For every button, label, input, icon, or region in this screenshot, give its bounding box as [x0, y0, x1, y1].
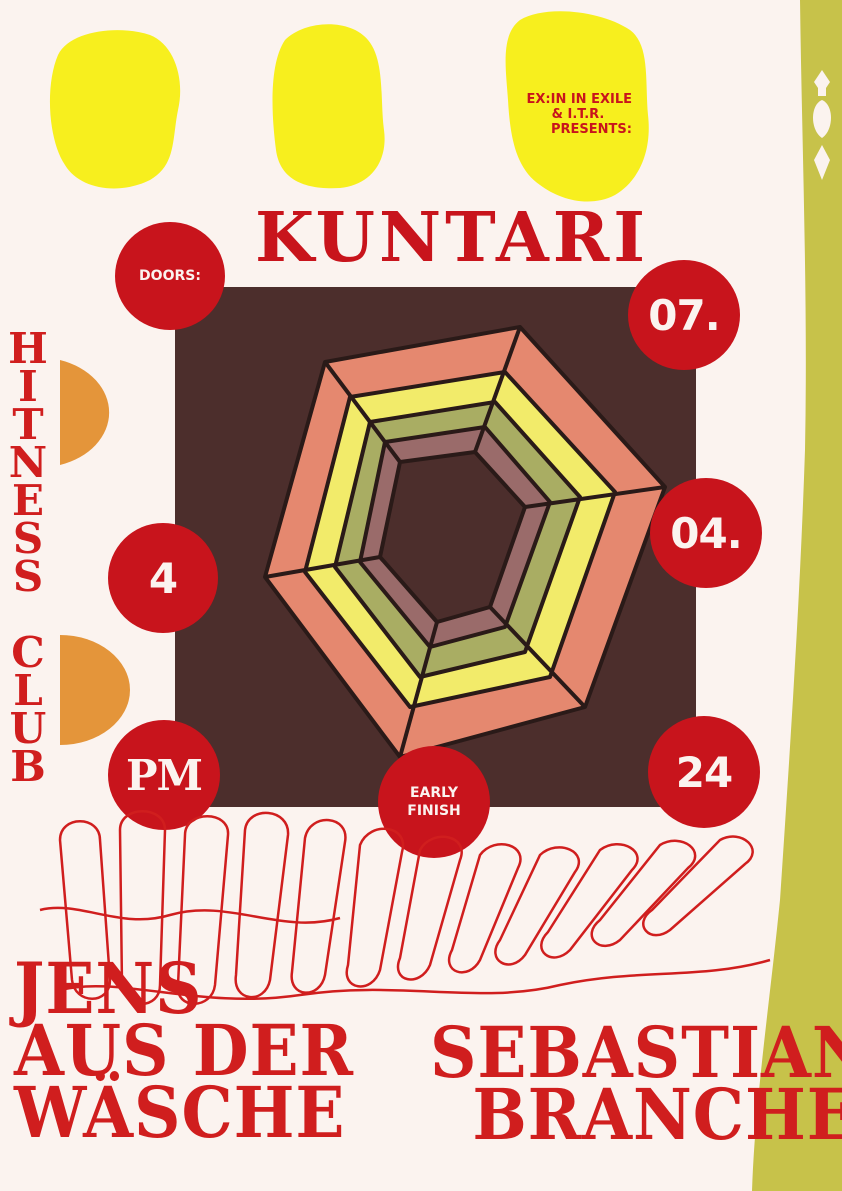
artist-left-line-1: JENS [14, 947, 203, 1030]
artist-right-line-1: SEBASTIAN [430, 1011, 842, 1094]
yellow-blob-1 [49, 30, 181, 189]
date-year-badge: 24 [648, 716, 760, 828]
doors-time-badge: 4 [108, 523, 218, 633]
presenter-line-2: & I.T.R. [551, 107, 605, 122]
yellow-blob-2 [272, 24, 385, 189]
event-title: KUNTARI [255, 198, 650, 278]
presenter-line-1: EX:IN IN EXILE [526, 92, 633, 107]
artist-right: SEBASTIAN BRANCHE [430, 1011, 842, 1156]
ornament-icon [813, 70, 831, 180]
doors-badge: DOORS: [115, 222, 225, 330]
date-month-badge: 04. [650, 478, 762, 588]
date-day-badge: 07. [628, 260, 740, 370]
orange-half-circle-bottom [60, 635, 130, 745]
early-finish-line-1: EARLY [409, 785, 459, 801]
date-day: 07. [648, 290, 720, 340]
artist-right-line-2: BRANCHE [472, 1073, 842, 1156]
artist-left: JENS AUS DER WÄSCHE [14, 947, 354, 1154]
yellow-blob-3 [505, 11, 649, 202]
artist-left-line-3: WÄSCHE [14, 1071, 346, 1154]
orange-half-circle-top [60, 360, 110, 465]
artist-left-line-2: AUS DER [14, 1009, 354, 1092]
presenter-text: EX:IN IN EXILE & I.T.R. PRESENTS: [506, 92, 633, 137]
orange-half-circles [60, 360, 130, 745]
squiggle-pattern [39, 810, 771, 1005]
venue-name: H I T N E S S C L U B [8, 324, 48, 791]
doors-meridiem: PM [125, 750, 203, 800]
date-year: 24 [675, 747, 733, 797]
doors-time: 4 [148, 553, 178, 603]
doors-meridiem-badge: PM [108, 720, 220, 830]
yellow-blobs [49, 11, 649, 202]
presenter-line-3: PRESENTS: [551, 122, 632, 137]
doors-label: DOORS: [139, 268, 201, 284]
web-artwork [263, 325, 667, 759]
early-finish-line-2: FINISH [407, 803, 461, 819]
date-month: 04. [670, 508, 742, 558]
